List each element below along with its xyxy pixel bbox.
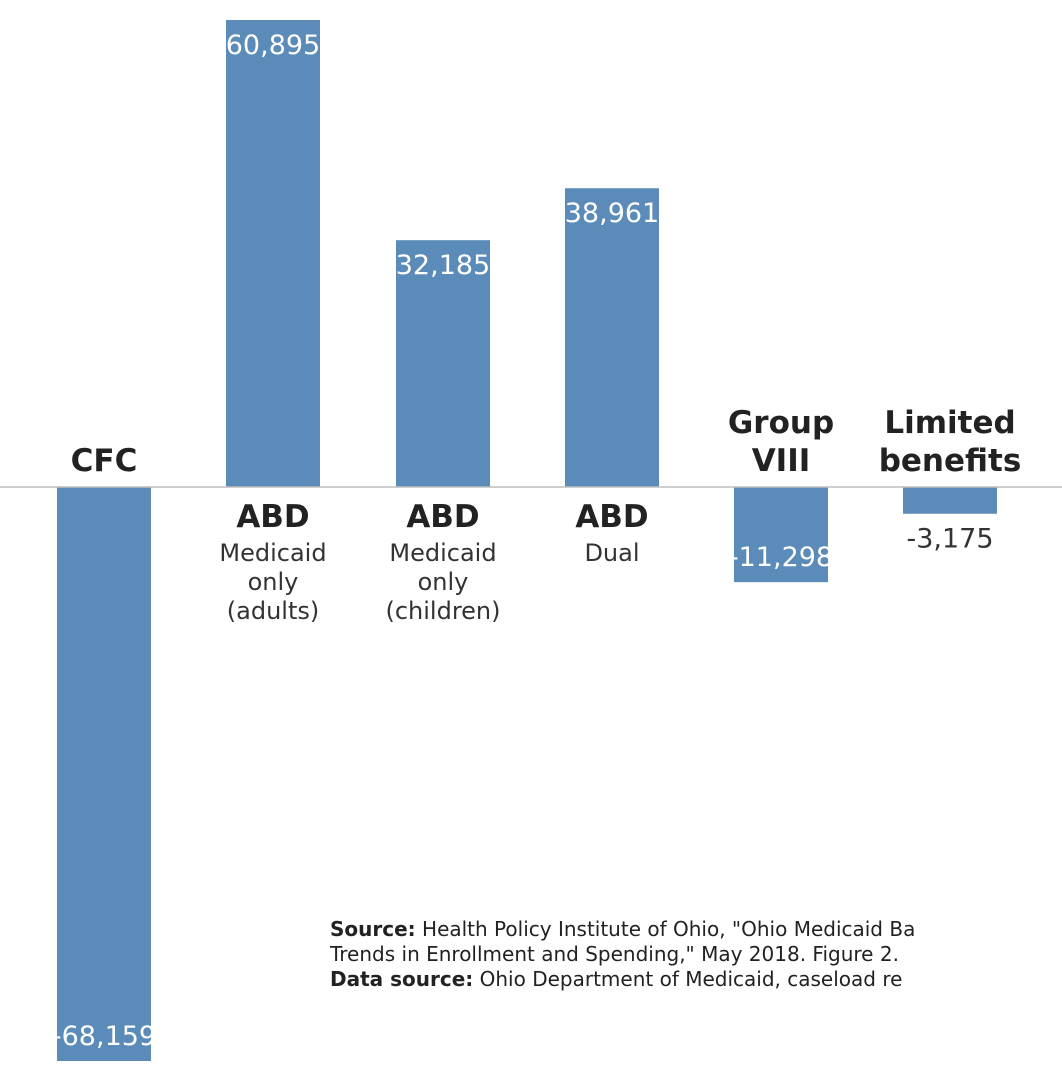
bar-3: [565, 188, 659, 487]
category-label-5-1: benefits: [879, 443, 1022, 479]
source-note: Source: Health Policy Institute of Ohio,…: [330, 917, 1062, 992]
value-label-4: -11,298: [729, 542, 833, 573]
category-sublabel-1-1: only: [248, 568, 299, 596]
source-label: Source:: [330, 917, 416, 941]
data-source-line: Data source: Ohio Department of Medicaid…: [330, 967, 1062, 992]
bar-2: [396, 240, 490, 487]
category-label-4-0: Group: [728, 405, 834, 441]
labels: -68,159CFC60,895ABDMedicaidonly(adults)3…: [52, 30, 1021, 1052]
category-label-2: ABD: [406, 499, 479, 535]
source-text-1: Health Policy Institute of Ohio, "Ohio M…: [415, 917, 916, 941]
source-line-2: Trends in Enrollment and Spending," May …: [330, 942, 899, 966]
category-sublabel-2-2: (children): [385, 597, 500, 625]
category-label-0-0: CFC: [71, 443, 138, 479]
value-label-5: -3,175: [906, 524, 993, 555]
data-source-label: Data source:: [330, 967, 474, 991]
category-sublabel-2-0: Medicaid: [389, 539, 496, 567]
value-label-2: 32,185: [396, 250, 490, 281]
data-source-text: Ohio Department of Medicaid, caseload re: [473, 967, 903, 991]
bar-0: [57, 487, 151, 1061]
bars: [57, 20, 997, 1061]
value-label-3: 38,961: [565, 198, 659, 229]
category-label-5-0: Limited: [884, 405, 1015, 441]
value-label-0: -68,159: [52, 1021, 156, 1052]
category-sublabel-2-1: only: [418, 568, 469, 596]
category-sublabel-1-0: Medicaid: [219, 539, 326, 567]
category-label-4-1: VIII: [752, 443, 811, 479]
category-label-1: ABD: [236, 499, 309, 535]
category-sublabel-3-0: Dual: [584, 539, 639, 567]
category-label-3: ABD: [575, 499, 648, 535]
bar-5: [903, 487, 997, 514]
category-sublabel-1-2: (adults): [227, 597, 319, 625]
bar-1: [226, 20, 320, 487]
source-line-1: Source: Health Policy Institute of Ohio,…: [330, 917, 1062, 942]
value-label-1: 60,895: [226, 30, 320, 61]
bar-4: [734, 487, 828, 583]
